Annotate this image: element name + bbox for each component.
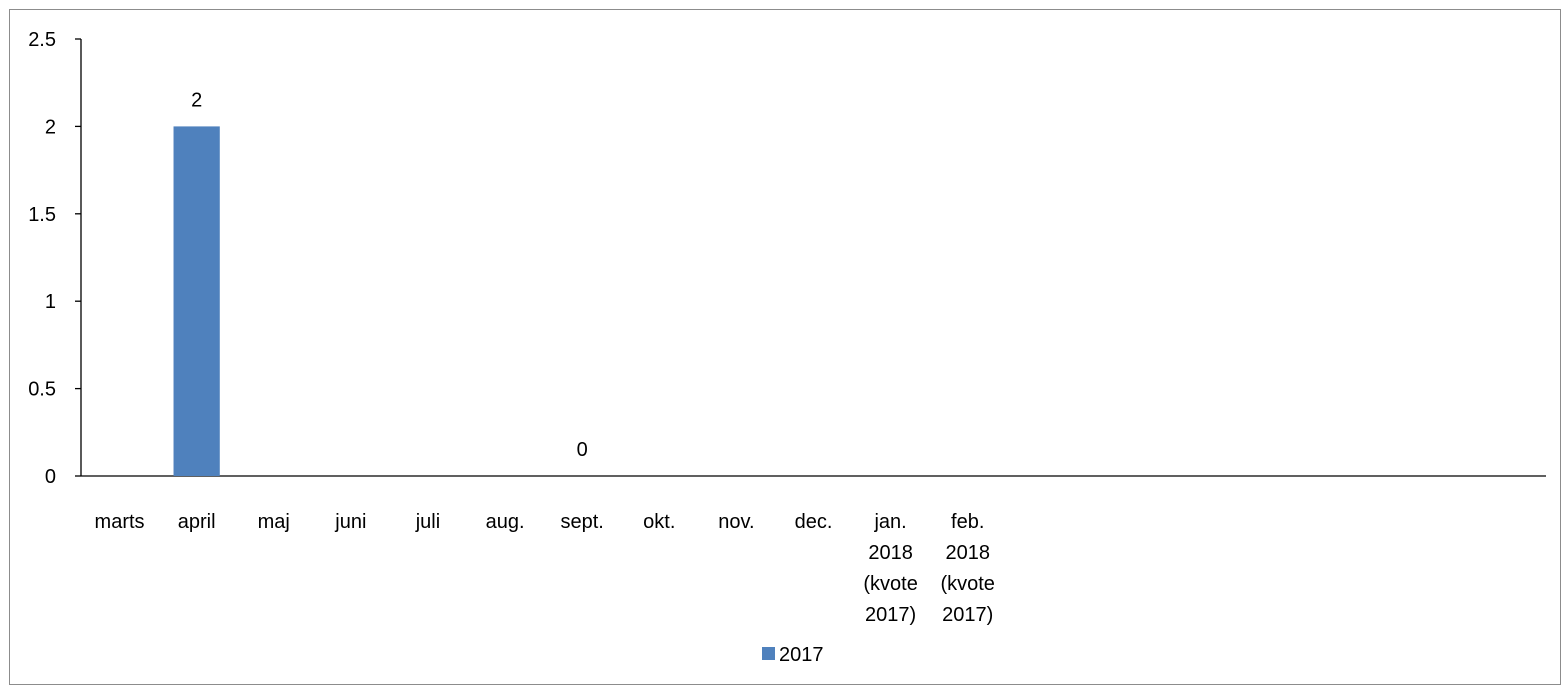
x-tick-label: dec. xyxy=(795,511,833,533)
x-tick-label: feb. xyxy=(951,511,984,533)
legend: 2017 xyxy=(762,644,824,666)
chart-frame xyxy=(9,9,1561,685)
x-tick-label: sept. xyxy=(561,511,604,533)
x-tick-label: 2018 xyxy=(868,542,913,564)
y-tick-label: 2 xyxy=(45,116,56,138)
x-tick-label: juni xyxy=(334,511,366,533)
legend-label: 2017 xyxy=(779,644,824,666)
x-tick-label: (kvote xyxy=(940,573,994,595)
x-tick-label: 2018 xyxy=(945,542,990,564)
x-tick-label: 2017) xyxy=(865,604,916,626)
y-tick-label: 0.5 xyxy=(28,379,56,401)
y-tick-label: 1.5 xyxy=(28,204,56,226)
y-tick-label: 1 xyxy=(45,291,56,313)
x-tick-label: april xyxy=(178,511,216,533)
legend-swatch xyxy=(762,647,775,660)
x-tick-label: maj xyxy=(258,511,290,533)
x-tick-label: juli xyxy=(415,511,440,533)
y-tick-label: 0 xyxy=(45,466,56,488)
x-tick-label: aug. xyxy=(486,511,525,533)
x-tick-label: 2017) xyxy=(942,604,993,626)
x-tick-label: (kvote xyxy=(863,573,917,595)
labels: marts april maj juni juli aug. sept. okt. nov. de… xyxy=(95,89,995,626)
data-label: 2 xyxy=(191,89,202,111)
bar xyxy=(173,126,220,477)
x-tick-label: jan. xyxy=(873,511,906,533)
bars xyxy=(173,126,220,477)
x-tick-label: marts xyxy=(95,511,145,533)
data-label: 0 xyxy=(577,439,588,461)
y-tick-label: 2.5 xyxy=(28,29,56,51)
x-tick-label: okt. xyxy=(643,511,675,533)
axes: 0 0.5 1 1.5 2 2.5 xyxy=(28,29,1546,488)
x-tick-label: nov. xyxy=(718,511,754,533)
